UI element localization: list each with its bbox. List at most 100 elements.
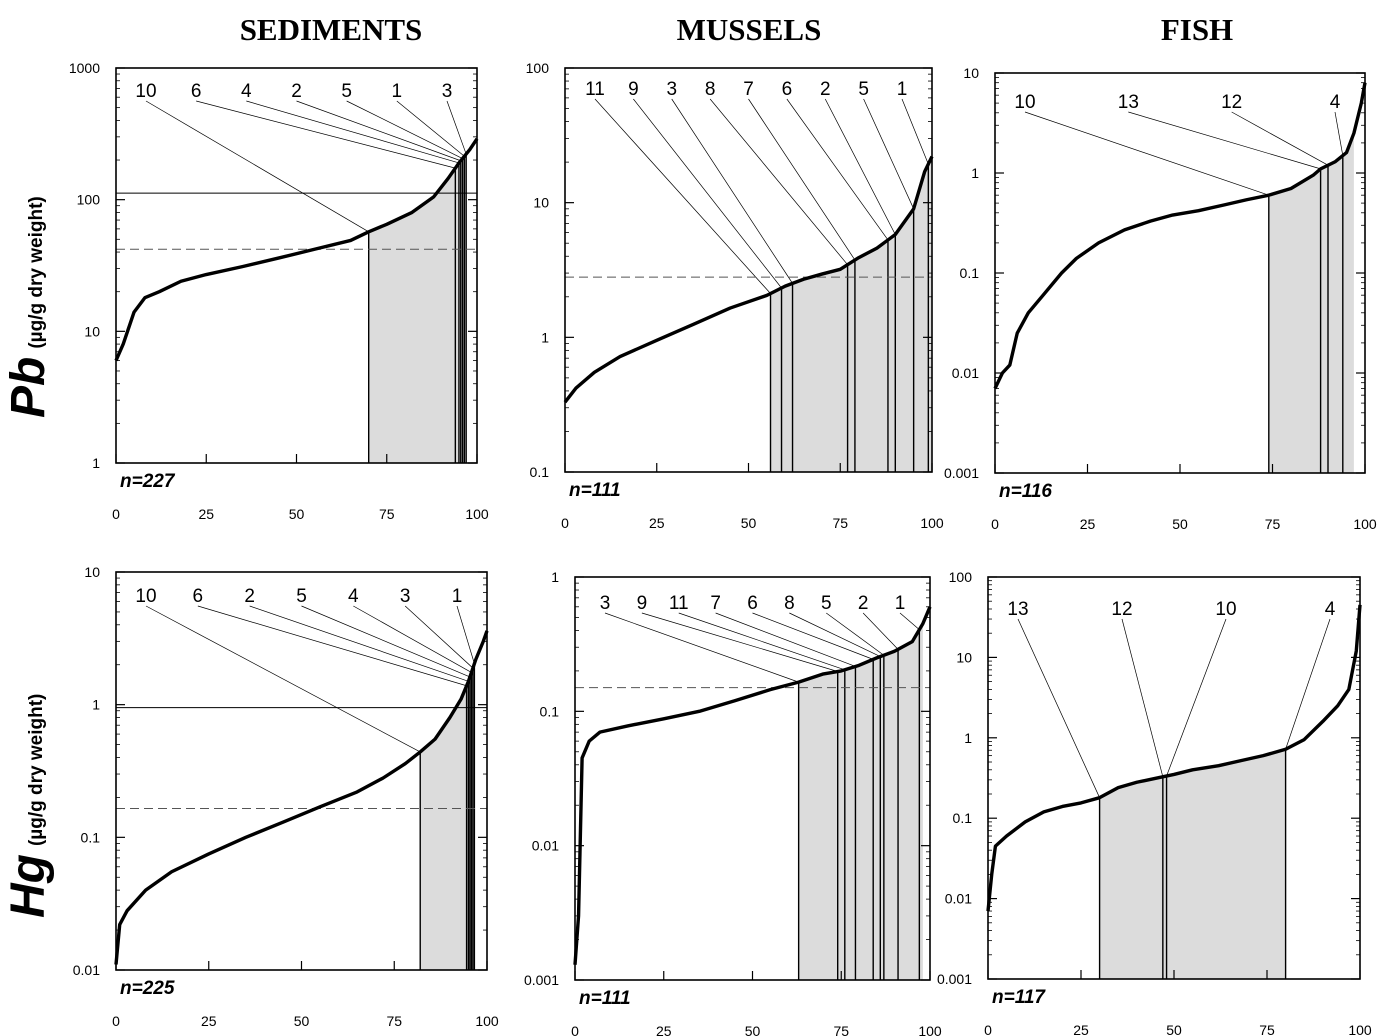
pb-mussels-site-label-1: 1: [897, 79, 908, 100]
hg-sediments-leader-5: [301, 605, 471, 678]
pb-sediments-xtick-label: 100: [465, 506, 489, 522]
hg-sediments-site-label-4: 4: [348, 586, 359, 607]
hg-sediments-leader-2: [249, 605, 469, 682]
hg-mussels-cumulative-curve: [573, 606, 932, 965]
pb-mussels-site-label-2: 2: [820, 79, 831, 100]
pb-sediments-site-label-5: 5: [341, 81, 352, 102]
hg-mussels-xtick-label: 75: [833, 1023, 849, 1036]
row-element-pb: Pb: [2, 357, 55, 418]
pb-fish-ytick-label: 0.1: [960, 265, 980, 281]
hg-fish-ytick-label: 100: [949, 569, 973, 585]
pb-mussels-site-label-9: 9: [628, 79, 639, 100]
pb-mussels-leader-5: [863, 98, 914, 209]
pb-fish-leader-13: [1128, 111, 1321, 170]
hg-mussels-site-label-11: 11: [669, 593, 689, 614]
pb-fish-xtick-label: 25: [1080, 516, 1096, 532]
pb-sediments-site-label-10: 10: [135, 81, 156, 102]
hg-fish-xtick-label: 75: [1259, 1022, 1275, 1036]
hg-sediments-xtick-label: 75: [386, 1013, 402, 1029]
hg-mussels-leader-2: [862, 612, 899, 650]
pb-fish-ytick-label: 10: [963, 65, 979, 81]
pb-fish-leader-12: [1231, 111, 1329, 166]
hg-sediments-ytick-label: 0.01: [73, 962, 100, 978]
hg-fish-ytick-label: 0.01: [945, 891, 972, 907]
row-element-hg: Hg: [2, 854, 55, 918]
hg-fish-leader-12: [1121, 618, 1164, 777]
hg-sediments-site-label-1: 1: [452, 586, 463, 607]
pb-sediments-site-label-6: 6: [191, 81, 202, 102]
hg-mussels-xtick-label: 50: [745, 1023, 761, 1036]
pb-mussels-site-label-7: 7: [743, 79, 754, 100]
pb-mussels-xtick-label: 50: [741, 515, 757, 531]
pb-mussels-site-label-3: 3: [666, 79, 677, 100]
pb-mussels-n-label: n=111: [569, 480, 621, 501]
pb-sediments-leader-10: [145, 100, 369, 233]
hg-sediments-cumulative-curve: [114, 630, 489, 965]
hg-fish-xtick-label: 0: [984, 1022, 992, 1036]
column-title-fish: FISH: [1161, 12, 1233, 47]
pb-sediments-leader-5: [346, 100, 463, 159]
hg-fish-ytick-label: 1: [964, 730, 972, 746]
pb-sediments-shaded-area: [368, 154, 467, 463]
hg-fish-site-label-10: 10: [1215, 599, 1236, 620]
pb-sediments-leader-3: [446, 100, 467, 155]
pb-sediments-site-label-2: 2: [291, 81, 302, 102]
hg-fish-site-label-13: 13: [1007, 599, 1028, 620]
hg-mussels-ytick-label: 1: [551, 569, 559, 585]
hg-mussels-leader-7: [715, 612, 856, 667]
pb-mussels-ytick-label: 10: [533, 195, 549, 211]
pb-fish-ytick-label: 0.01: [952, 365, 979, 381]
hg-fish-panel: 13 12 10 4 0.001 0.01 0.1 1 10 100 0 25 50 75 100 n=117: [937, 569, 1372, 1036]
pb-fish-site-label-13: 13: [1118, 92, 1139, 113]
hg-fish-leader-10: [1166, 618, 1227, 777]
hg-mussels-xtick-label: 25: [656, 1023, 672, 1036]
hg-sediments-ytick-label: 1: [92, 697, 100, 713]
hg-fish-xtick-label: 50: [1166, 1022, 1182, 1036]
hg-mussels-site-label-3: 3: [600, 593, 611, 614]
pb-fish-site-label-10: 10: [1014, 92, 1035, 113]
hg-mussels-leader-3: [604, 612, 799, 683]
pb-sediments-site-label-3: 3: [442, 81, 453, 102]
hg-mussels-xtick-label: 100: [918, 1023, 942, 1036]
hg-sediments-site-label-10: 10: [135, 586, 156, 607]
hg-mussels-leader-5: [826, 612, 885, 656]
pb-mussels-leader-7: [748, 98, 856, 261]
pb-sediments-leader-6: [196, 100, 456, 169]
pb-sediments-n-label: n=227: [120, 471, 176, 492]
pb-mussels-xtick-label: 25: [649, 515, 665, 531]
hg-fish-xtick-label: 25: [1073, 1022, 1089, 1036]
pb-mussels-xtick-label: 75: [832, 515, 848, 531]
hg-mussels-leader-6: [752, 612, 874, 660]
hg-sediments-site-label-5: 5: [296, 586, 307, 607]
hg-mussels-ytick-label: 0.001: [524, 972, 559, 988]
pb-sediments-xtick-label: 25: [198, 506, 214, 522]
pb-fish-site-label-12: 12: [1221, 92, 1242, 113]
pb-sediments-ytick-label: 100: [77, 192, 101, 208]
pb-fish-leader-10: [1024, 111, 1269, 196]
hg-fish-site-label-12: 12: [1111, 599, 1132, 620]
pb-mussels-site-label-11: 11: [585, 79, 605, 100]
hg-sediments-leader-10: [145, 605, 421, 753]
pb-mussels-site-label-6: 6: [782, 79, 793, 100]
column-title-sediments: SEDIMENTS: [240, 12, 423, 47]
pb-sediments-ytick-label: 10: [84, 323, 100, 339]
pb-mussels-ytick-label: 100: [526, 60, 550, 76]
pb-sediments-xtick-label: 75: [379, 506, 395, 522]
hg-sediments-xtick-label: 50: [294, 1013, 310, 1029]
hg-mussels-site-label-1: 1: [895, 593, 906, 614]
pb-mussels-site-label-5: 5: [858, 79, 869, 100]
pb-mussels-cumulative-curve: [563, 155, 934, 404]
row-unit-pb: (µg/g dry weight): [26, 196, 47, 348]
pb-sediments-xtick-label: 0: [112, 506, 120, 522]
hg-fish-ytick-label: 10: [956, 649, 972, 665]
hg-sediments-xtick-label: 100: [475, 1013, 499, 1029]
pb-sediments-leader-4: [246, 100, 460, 164]
pb-fish-cumulative-curve: [993, 82, 1367, 390]
hg-sediments-leader-3: [404, 605, 474, 669]
hg-mussels-site-label-2: 2: [858, 593, 869, 614]
pb-mussels-leader-1: [901, 98, 929, 165]
pb-mussels-leader-6: [786, 98, 889, 241]
